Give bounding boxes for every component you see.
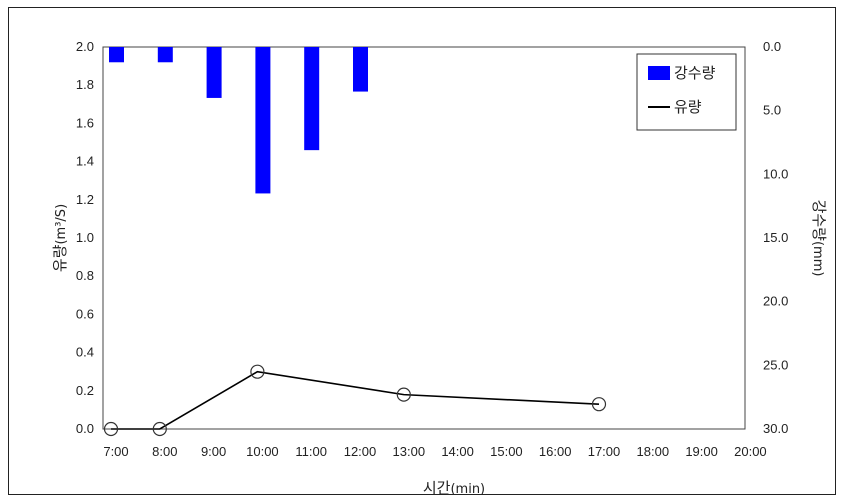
right-y-tick-label: 20.0	[763, 294, 788, 309]
left-y-tick-label: 1.6	[76, 115, 94, 130]
rainfall-bar	[304, 47, 320, 151]
left-y-tick-label: 0.2	[76, 383, 94, 398]
x-tick-label: 7:00	[103, 444, 128, 459]
right-y-tick-label: 15.0	[763, 230, 788, 245]
x-tick-label: 19:00	[685, 444, 718, 459]
x-tick-label: 17:00	[588, 444, 621, 459]
x-axis-title-unit: (min)	[450, 482, 485, 497]
flow-point	[396, 387, 411, 402]
left-y-axis: 0.0 0.2 0.4 0.6 0.8 1.0 1.2 1.4 1.6 1.8 2.0	[76, 39, 94, 436]
x-tick-label: 18:00	[637, 444, 670, 459]
right-y-tick-label: 0.0	[763, 39, 781, 54]
left-y-tick-label: 0.0	[76, 421, 94, 436]
rainfall-bar	[157, 47, 173, 63]
right-y-axis-title-unit: (mm)	[810, 241, 825, 276]
right-y-tick-label: 25.0	[763, 357, 788, 372]
flow-line	[111, 370, 600, 430]
rainfall-bar	[109, 47, 124, 63]
left-y-tick-label: 1.4	[76, 154, 94, 169]
flow-point	[591, 397, 607, 412]
legend-flow-label: 유량	[674, 98, 702, 116]
x-tick-label: 10:00	[246, 444, 279, 459]
right-y-tick-label: 10.0	[763, 166, 788, 181]
x-tick-label: 15:00	[490, 444, 523, 459]
legend-rainfall-swatch	[648, 66, 670, 80]
x-axis: 7:00 8:00 9:00 10:00 11:00 12:00 13:00 14:00 15:…	[103, 444, 766, 459]
left-y-tick-label: 0.8	[76, 268, 94, 283]
right-y-tick-label: 30.0	[763, 421, 788, 436]
left-y-axis-title-unit: (m³/S)	[54, 204, 69, 245]
chart-frame	[8, 7, 836, 495]
right-y-axis-title: 강수량(mm)	[810, 200, 828, 277]
plot-area	[102, 46, 746, 430]
left-y-axis-title-main: 유량	[51, 244, 69, 272]
flow-point	[152, 421, 167, 437]
x-tick-label: 20:00	[734, 444, 767, 459]
right-y-axis-title-main: 강수량	[810, 200, 828, 242]
right-y-axis: 0.0 5.0 10.0 15.0 20.0 25.0 30.0	[763, 39, 788, 436]
left-y-tick-label: 1.2	[76, 192, 94, 207]
legend-box	[636, 53, 737, 131]
left-y-tick-label: 0.6	[76, 306, 94, 321]
left-y-tick-label: 1.8	[76, 77, 94, 92]
left-y-axis-title: 유량(m³/S)	[51, 204, 69, 272]
x-tick-label: 12:00	[344, 444, 377, 459]
x-tick-label: 13:00	[393, 444, 426, 459]
left-y-tick-label: 2.0	[76, 39, 94, 54]
legend-rainfall-label: 강수량	[674, 64, 716, 82]
flow-point	[250, 364, 265, 379]
rainfall-bar	[206, 47, 222, 98]
rainfall-bar	[353, 47, 368, 92]
rainfall-bar	[255, 47, 271, 194]
x-tick-label: 16:00	[539, 444, 572, 459]
flow-line-series	[103, 364, 607, 437]
flow-point	[103, 421, 119, 437]
legend: 강수량 유량	[636, 53, 737, 131]
rainfall-bars	[109, 47, 368, 194]
left-y-tick-label: 0.4	[76, 345, 94, 360]
x-tick-label: 14:00	[441, 444, 474, 459]
x-tick-label: 11:00	[295, 444, 327, 459]
x-axis-title-main: 시간	[423, 479, 451, 497]
left-y-tick-label: 1.0	[76, 230, 94, 245]
x-axis-title: 시간(min)	[423, 479, 485, 497]
x-tick-label: 8:00	[152, 444, 177, 459]
right-y-tick-label: 5.0	[763, 103, 781, 118]
x-tick-label: 9:00	[201, 444, 226, 459]
